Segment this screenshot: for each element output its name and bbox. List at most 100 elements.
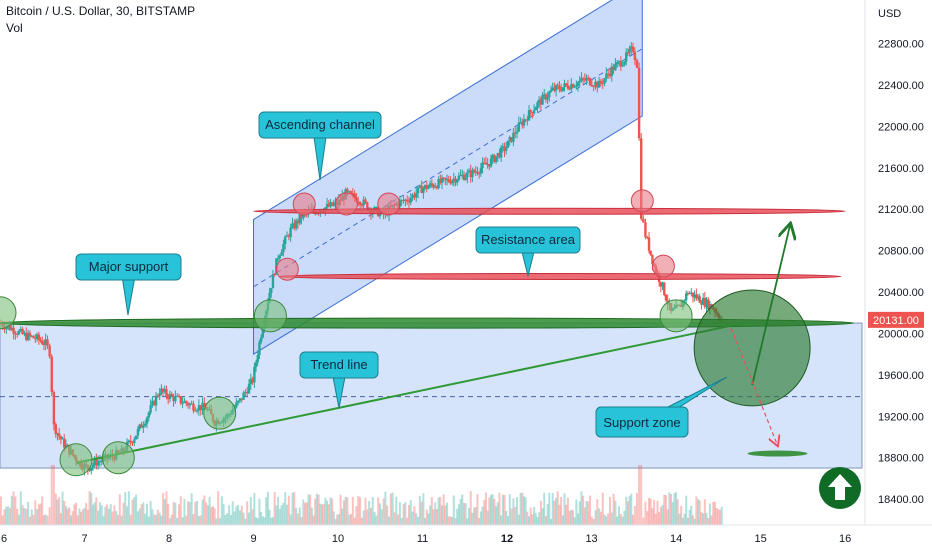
volume-bar	[505, 510, 508, 525]
volume-bar	[122, 502, 125, 525]
candle-body	[628, 48, 631, 53]
volume-bar	[626, 501, 629, 525]
last-price-badge	[868, 311, 924, 328]
volume-bar	[271, 517, 274, 525]
volume-bar	[219, 518, 222, 525]
candle-body	[183, 401, 186, 403]
volume-bar	[398, 502, 401, 525]
volume-bar	[400, 518, 403, 525]
volume-bar	[469, 491, 472, 525]
candle-body	[427, 186, 430, 189]
candle-body	[91, 464, 95, 468]
candle-body	[467, 170, 471, 173]
time-tick-label: 6	[1, 533, 7, 545]
candle-body	[19, 328, 23, 331]
candle-body	[201, 402, 204, 411]
bullish-projection-arrow	[751, 225, 790, 386]
volume-bar	[425, 509, 428, 525]
candle-body	[151, 401, 154, 406]
volume-bar	[571, 510, 574, 525]
volume-bar	[59, 513, 62, 525]
volume-bar	[461, 494, 464, 525]
volume-bars	[0, 465, 723, 525]
callout-text: Trend line	[310, 357, 367, 372]
volume-bar	[563, 493, 566, 525]
callout-box	[595, 406, 689, 438]
price-tick-label: 19600.00	[878, 370, 924, 382]
candle-body	[186, 403, 190, 406]
candle-body	[195, 410, 199, 412]
candle-body	[619, 61, 623, 67]
volume-bar	[177, 504, 180, 525]
candle-body	[276, 258, 280, 260]
candle-body	[459, 175, 462, 177]
volume-bar	[75, 502, 78, 525]
volume-bar	[199, 515, 202, 525]
candle-body	[30, 335, 33, 337]
candle-body	[551, 87, 554, 91]
volume-bar	[66, 508, 69, 525]
volume-bar	[664, 495, 667, 525]
volume-bar	[129, 514, 132, 525]
candle-body	[251, 378, 254, 383]
volume-bar	[208, 496, 211, 525]
candle-body	[170, 394, 173, 397]
volume-bar	[93, 502, 96, 525]
volume-bar	[447, 516, 450, 525]
price-tick-label: 21600.00	[878, 163, 924, 175]
candle-body	[642, 218, 645, 223]
volume-bar	[91, 504, 94, 525]
volume-bar	[648, 497, 651, 525]
candle-body	[498, 152, 501, 158]
candle-body	[41, 341, 44, 345]
volume-bar	[16, 508, 19, 525]
resistance-touch-circle	[334, 192, 358, 216]
candle-body	[160, 388, 163, 394]
candle-body	[432, 184, 435, 188]
volume-bar	[377, 497, 380, 525]
price-tick-label: 20800.00	[878, 246, 924, 258]
volume-bar	[46, 515, 49, 525]
volume-bar	[479, 511, 482, 525]
volume-bar	[366, 509, 369, 525]
volume-bar	[23, 508, 26, 525]
candle-body	[491, 155, 494, 159]
volume-bar	[280, 505, 283, 525]
candle-body	[541, 94, 544, 105]
volume-bar	[369, 507, 372, 525]
volume-bar	[621, 516, 624, 525]
volume-bar	[63, 500, 66, 525]
candle-body	[346, 189, 349, 192]
volume-bar	[529, 507, 532, 525]
volume-bar	[693, 518, 696, 525]
candle-body	[580, 78, 583, 81]
up-arrow-icon	[828, 474, 852, 500]
volume-bar	[686, 517, 689, 525]
trend-line	[75, 322, 744, 464]
candle-body	[17, 330, 21, 335]
candle-body	[293, 223, 296, 229]
candle-body	[52, 392, 56, 425]
volume-bar	[211, 506, 214, 525]
volume-bar	[226, 513, 229, 525]
volume-bar	[397, 514, 400, 525]
volume-bar	[300, 517, 303, 525]
resistance-touch-circle	[630, 189, 654, 213]
volume-bar	[596, 499, 599, 525]
candle-body	[289, 227, 292, 238]
candle-body	[165, 389, 168, 397]
candle-body	[546, 96, 549, 100]
volume-bar	[305, 502, 308, 525]
candle-body	[96, 461, 100, 466]
volume-bar	[589, 495, 592, 525]
volume-bar	[183, 498, 186, 525]
candle-body	[493, 155, 496, 162]
candle-body	[447, 179, 450, 182]
candle-body	[185, 401, 188, 404]
price-tick-label: 20000.00	[878, 328, 924, 340]
volume-bar	[598, 508, 601, 525]
volume-bar	[439, 496, 442, 525]
candle-body	[332, 203, 336, 206]
volume-bar	[237, 504, 240, 525]
